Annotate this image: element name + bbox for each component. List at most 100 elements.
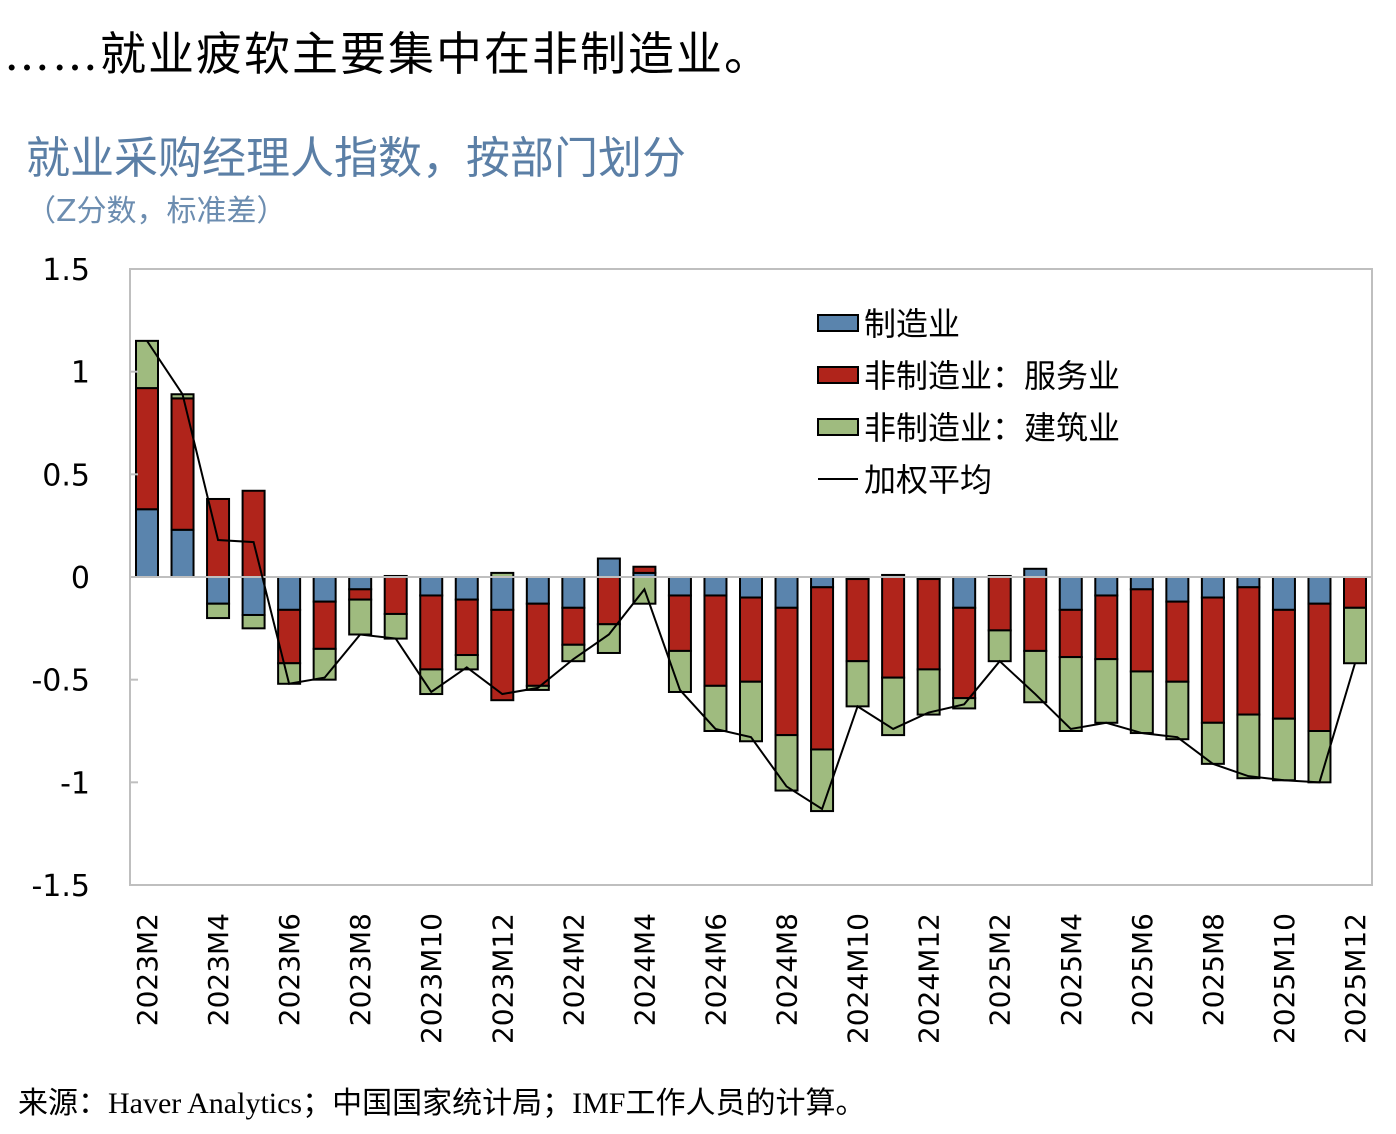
bar-construction-2025M4 <box>1058 656 1083 733</box>
bar-services-2023M9 <box>383 576 408 615</box>
bar-services-2023M2 <box>135 387 159 511</box>
bar-construction-2025M2 <box>987 629 1012 663</box>
bar-services-2025M12 <box>1343 576 1367 609</box>
bar-manufacturing-2024M9 <box>810 576 835 589</box>
bar-services-2024M3 <box>596 576 621 626</box>
legend-label: 制造业 <box>864 305 960 343</box>
headline: ……就业疲软主要集中在非制造业。 <box>4 27 772 81</box>
bar-services-2024M9 <box>810 586 835 751</box>
bar-manufacturing-2024M7 <box>739 576 763 599</box>
x-tick-label: 2025M6 <box>1126 913 1159 1026</box>
y-tick-label: -0.5 <box>31 664 90 699</box>
bar-services-2024M8 <box>774 606 799 737</box>
x-tick-label: 2025M10 <box>1268 913 1301 1044</box>
bar-services-2023M8 <box>348 588 373 601</box>
bar-services-2025M9 <box>1236 586 1261 716</box>
bar-manufacturing-2023M11 <box>454 576 479 601</box>
bar-manufacturing-2023M12 <box>490 576 515 611</box>
bar-services-2024M5 <box>667 594 692 652</box>
x-tick-label: 2023M12 <box>486 913 519 1044</box>
bar-manufacturing-2023M4 <box>206 576 231 605</box>
bar-services-2023M7 <box>312 600 337 650</box>
bar-services-2024M10 <box>845 578 870 663</box>
bar-construction-2025M6 <box>1129 670 1154 735</box>
bar-manufacturing-2025M1 <box>952 576 977 609</box>
bar-construction-2024M7 <box>739 680 763 743</box>
bar-construction-2024M3 <box>596 623 621 654</box>
bar-services-2024M7 <box>739 596 763 683</box>
bar-manufacturing-2025M3 <box>1023 567 1048 579</box>
x-tick-label: 2023M6 <box>273 913 306 1026</box>
chart-subtitle: （Z分数，标准差） <box>26 194 287 229</box>
bar-manufacturing-2025M11 <box>1307 576 1332 605</box>
bar-manufacturing-2023M10 <box>419 576 444 597</box>
bar-manufacturing-2025M5 <box>1094 576 1119 597</box>
bar-construction-2023M11 <box>454 654 479 671</box>
legend-label: 非制造业：服务业 <box>864 357 1120 395</box>
x-tick-label: 2023M4 <box>202 913 235 1026</box>
weighted-average-line <box>146 340 1356 811</box>
bar-manufacturing-2024M6 <box>703 576 728 597</box>
legend-swatch-manufacturing <box>817 314 859 332</box>
bar-services-2023M5 <box>241 489 266 579</box>
bar-services-2025M11 <box>1307 602 1332 733</box>
bar-construction-2024M5 <box>667 649 692 693</box>
bar-manufacturing-2025M6 <box>1129 576 1154 591</box>
x-tick-label: 2023M8 <box>344 913 377 1026</box>
bar-services-2025M3 <box>1023 576 1048 652</box>
legend-label: 非制造业：建筑业 <box>864 409 1120 447</box>
bar-services-2024M12 <box>916 578 941 671</box>
bar-manufacturing-2023M8 <box>348 576 373 591</box>
x-tick-label: 2024M2 <box>557 913 590 1026</box>
bar-construction-2025M12 <box>1343 606 1367 665</box>
legend-swatch-construction <box>817 418 859 436</box>
bar-services-2025M6 <box>1129 588 1154 673</box>
bar-construction-2023M2 <box>135 339 159 390</box>
bar-services-2025M2 <box>987 576 1012 632</box>
bar-services-2025M5 <box>1094 594 1119 661</box>
bar-manufacturing-2025M10 <box>1271 576 1296 611</box>
y-tick-label: 0.5 <box>42 458 90 493</box>
bar-services-2023M3 <box>170 397 195 531</box>
bar-services-2025M7 <box>1165 600 1190 683</box>
y-axis: 1.5 1 0.5 0 -0.5 -1 -1.5 <box>31 253 138 904</box>
bar-manufacturing-2024M1 <box>525 576 550 605</box>
x-tick-label: 2025M4 <box>1055 913 1088 1026</box>
bar-services-2025M8 <box>1200 596 1225 724</box>
bar-manufacturing-2025M4 <box>1058 576 1083 611</box>
bar-construction-2024M11 <box>881 676 906 737</box>
bar-services-2023M10 <box>419 594 444 671</box>
bar-manufacturing-2023M7 <box>312 576 337 603</box>
x-tick-label: 2024M10 <box>842 913 875 1044</box>
bar-construction-2024M12 <box>916 668 941 716</box>
bar-construction-2024M10 <box>845 660 870 708</box>
x-tick-label: 2023M2 <box>131 913 164 1026</box>
bar-construction-2023M7 <box>312 647 337 681</box>
x-tick-label: 2025M8 <box>1197 913 1230 1026</box>
bar-construction-2024M8 <box>774 734 799 792</box>
y-tick-label: 0 <box>71 561 90 596</box>
bar-construction-2025M5 <box>1094 658 1119 724</box>
bar-services-2024M11 <box>881 576 906 679</box>
bar-construction-2025M10 <box>1271 717 1296 782</box>
bar-services-2025M4 <box>1058 608 1083 659</box>
bar-manufacturing-2025M8 <box>1200 576 1225 599</box>
bar-manufacturing-2024M2 <box>561 576 586 609</box>
bar-construction-2023M4 <box>206 602 231 620</box>
bar-construction-2023M9 <box>383 612 408 640</box>
legend-label: 加权平均 <box>864 461 992 499</box>
y-tick-label: 1.5 <box>42 253 90 288</box>
bar-manufacturing-2024M5 <box>667 576 692 597</box>
bar-manufacturing-2025M9 <box>1236 576 1261 589</box>
bar-services-2023M12 <box>490 608 515 702</box>
bar-services-2025M1 <box>952 606 977 700</box>
bar-manufacturing-2023M3 <box>170 528 195 578</box>
bars-layer <box>135 339 1367 813</box>
bar-manufacturing-2024M3 <box>596 557 621 579</box>
bar-manufacturing-2023M5 <box>241 576 266 616</box>
bar-services-2024M1 <box>525 602 550 687</box>
bar-services-2024M4 <box>632 565 657 574</box>
y-tick-label: -1 <box>60 766 90 801</box>
